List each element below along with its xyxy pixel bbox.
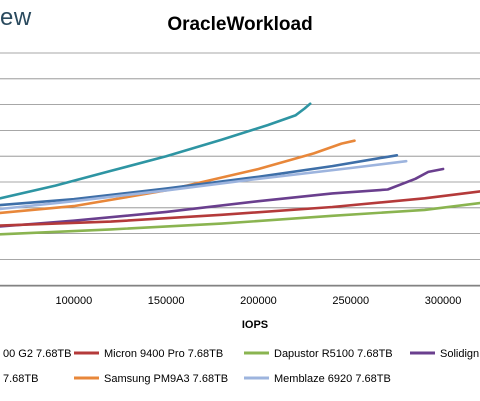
legend-entry: Micron 9400 Pro 7.68TB [104,348,223,360]
gridlines [0,52,480,287]
series-line-1 [0,102,312,200]
series-line-5 [0,167,445,228]
legend-entry: 00 G2 7.68TB [3,348,72,360]
x-tick-label: 100000 [55,295,92,307]
legend-entry: Solidign [440,348,479,360]
x-tick-label: 150000 [148,295,185,307]
chart-title: OracleWorkload [167,14,313,35]
x-tick-label: 200000 [240,295,277,307]
series-line-7 [0,201,480,236]
legend-entry: Samsung PM9A3 7.68TB [104,373,228,385]
legend: 00 G2 7.68TB Micron 9400 Pro 7.68TB Dapust… [3,348,479,385]
legend-entry: 7.68TB [3,373,38,385]
x-tick-labels: 100000 150000 200000 250000 300000 [55,295,461,307]
series-line-6 [0,190,480,227]
brand-fragment: ew [0,4,32,31]
legend-entry: Memblaze 6920 7.68TB [274,373,391,385]
legend-entry: Dapustor R5100 7.68TB [274,348,393,360]
series-lines [0,102,480,236]
x-tick-label: 300000 [425,295,462,307]
x-tick-label: 250000 [332,295,369,307]
series-line-4 [0,159,408,211]
series-line-3 [0,154,399,207]
x-axis-label: IOPS [242,319,268,331]
series-line-2 [0,139,356,215]
